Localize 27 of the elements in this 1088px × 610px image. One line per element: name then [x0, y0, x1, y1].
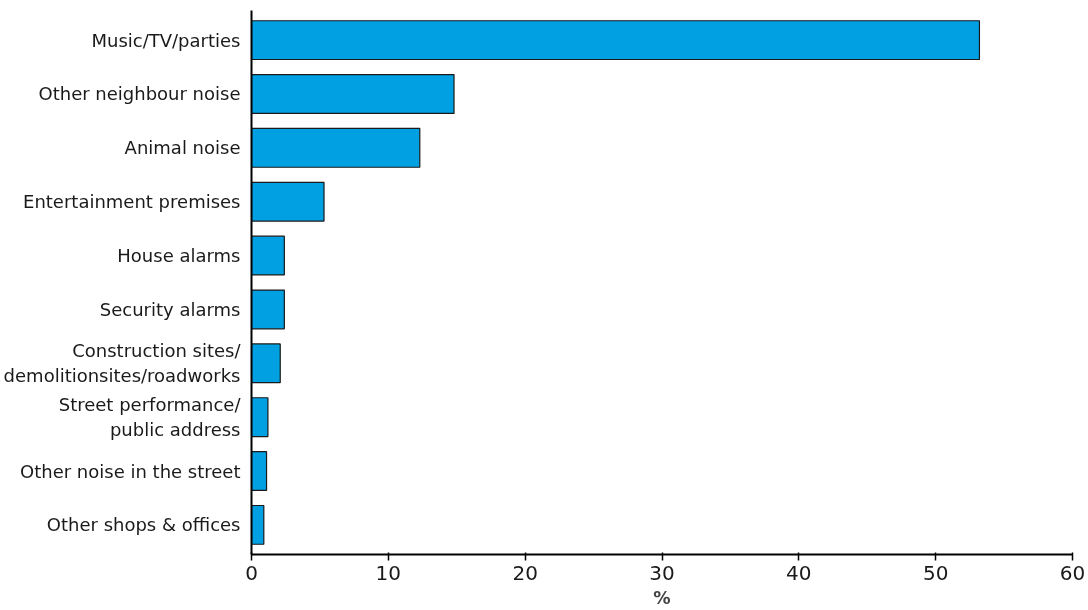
y-tick-label: Music/TV/parties [91, 29, 241, 51]
bar [251, 127, 421, 168]
y-tick-label: Other noise in the street [20, 460, 241, 482]
x-tick-label: 40 [786, 560, 812, 585]
bar [251, 20, 981, 61]
bar [251, 343, 281, 384]
bar [251, 235, 285, 276]
y-tick-label: House alarms [117, 245, 241, 267]
x-tick-label: 0 [245, 560, 258, 585]
y-tick-label: Construction sites/ demolitionsites/roadworks [3, 340, 242, 387]
y-tick-label: Street performance/ public address [58, 394, 242, 441]
x-tick-label: 60 [1059, 560, 1086, 585]
x-tick-label: 30 [649, 560, 675, 585]
y-tick-label: Animal noise [124, 137, 241, 159]
x-tick-label: 10 [375, 560, 402, 585]
bar [251, 397, 269, 438]
bar [251, 451, 268, 491]
y-tick-label: Other shops & offices [46, 514, 241, 536]
y-tick-label: Security alarms [99, 298, 241, 320]
x-tick-label: 20 [512, 560, 538, 585]
x-axis-title: % [653, 587, 671, 608]
x-tick-label: 50 [922, 560, 949, 585]
bar [251, 74, 455, 114]
y-tick-label: Other neighbour noise [38, 83, 241, 105]
bar [251, 181, 325, 222]
bar [251, 289, 285, 330]
y-tick-label: Entertainment premises [23, 191, 241, 213]
